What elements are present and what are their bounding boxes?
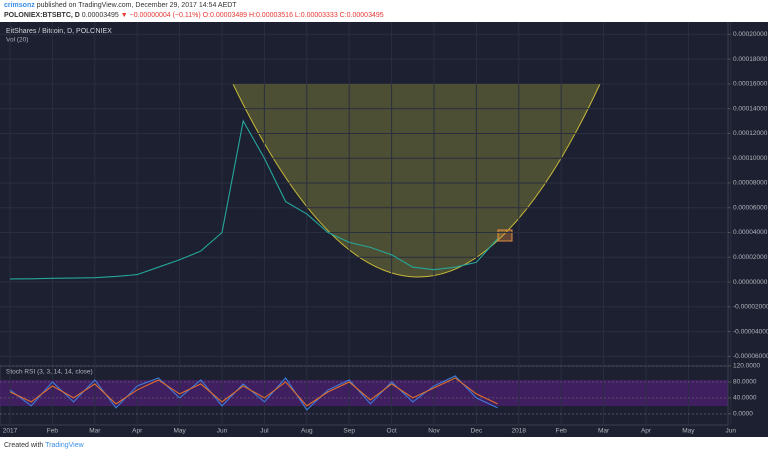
brand[interactable]: TradingView [45, 442, 84, 449]
y-tick-label: 0.00016000 [733, 81, 768, 88]
handle-box [497, 229, 513, 242]
x-tick-label: 2018 [512, 428, 527, 435]
y-tick-label: 0.00010000 [733, 155, 768, 162]
x-tick-label: Dec [471, 428, 483, 435]
x-tick-label: Sep [343, 428, 355, 435]
chart: BitShares / Bitcoin, D, POLONIEX Vol (20… [0, 22, 768, 437]
rsi-title: Stoch RSI (3, 3, 14, 14, close) [6, 369, 93, 376]
ohlc: O:0.00003489 H:0.00003516 L:0.00003333 C… [202, 12, 384, 19]
y-tick-label: 0.00006000 [733, 204, 768, 211]
x-tick-label: Nov [428, 428, 440, 435]
y-tick-label: 0.0000 [733, 411, 753, 418]
y-tick-label: 80.0000 [733, 379, 757, 386]
y-tick-label: 0.00020000 [733, 31, 768, 38]
cup-pattern [232, 83, 601, 278]
x-tick-label: Aug [301, 428, 313, 435]
header: crimsonz published on TradingView.com, D… [0, 0, 768, 22]
chart-title: BitShares / Bitcoin, D, POLONIEX [6, 28, 112, 35]
x-tick-label: Feb [556, 428, 568, 435]
series-line [9, 377, 498, 407]
symbol-line: POLONIEX:BTSBTC, D 0.00003495 ▼ −0.00000… [4, 11, 764, 21]
y-tick-label: 120.0000 [733, 363, 760, 370]
y-tick-label: 0.00014000 [733, 105, 768, 112]
y-tick-label: -0.00006000 [733, 353, 768, 360]
y-tick-label: -0.00002000 [733, 304, 768, 311]
symbol: POLONIEX:BTSBTC, D [4, 12, 80, 19]
y-tick-label: -0.00004000 [733, 328, 768, 335]
y-tick-label: 0.00002000 [733, 254, 768, 261]
author[interactable]: crimsonz [4, 2, 35, 9]
x-tick-label: May [682, 428, 695, 435]
x-tick-label: Jul [260, 428, 269, 435]
footer: Created with TradingView [0, 437, 768, 454]
x-tick-label: Oct [387, 428, 397, 435]
x-tick-label: Apr [641, 428, 652, 435]
last: 0.00003495 [81, 12, 119, 19]
x-tick-label: Mar [598, 428, 610, 435]
y-tick-label: 0.00000000 [733, 279, 768, 286]
y-tick-label: 0.00008000 [733, 180, 768, 187]
chart-subtitle: Vol (20) [6, 37, 28, 44]
publish-line: crimsonz published on TradingView.com, D… [4, 1, 764, 11]
y-tick-label: 0.00012000 [733, 130, 768, 137]
x-tick-label: Apr [132, 428, 143, 435]
x-tick-label: Jun [726, 428, 737, 435]
x-tick-label: Jun [217, 428, 228, 435]
series-line [9, 119, 499, 280]
rsi-band [0, 380, 728, 406]
series-line [9, 375, 498, 411]
created: Created with [4, 442, 44, 449]
change: ▼ −0.00000004 (−0.11%) [120, 12, 201, 19]
x-tick-label: Mar [89, 428, 101, 435]
published: published on TradingView.com, December 2… [36, 2, 237, 9]
y-tick-label: 40.0000 [733, 395, 757, 402]
y-tick-label: 0.00004000 [733, 229, 768, 236]
x-tick-label: May [173, 428, 186, 435]
x-tick-label: 2017 [3, 428, 18, 435]
y-tick-label: 0.00018000 [733, 56, 768, 63]
x-tick-label: Feb [47, 428, 59, 435]
